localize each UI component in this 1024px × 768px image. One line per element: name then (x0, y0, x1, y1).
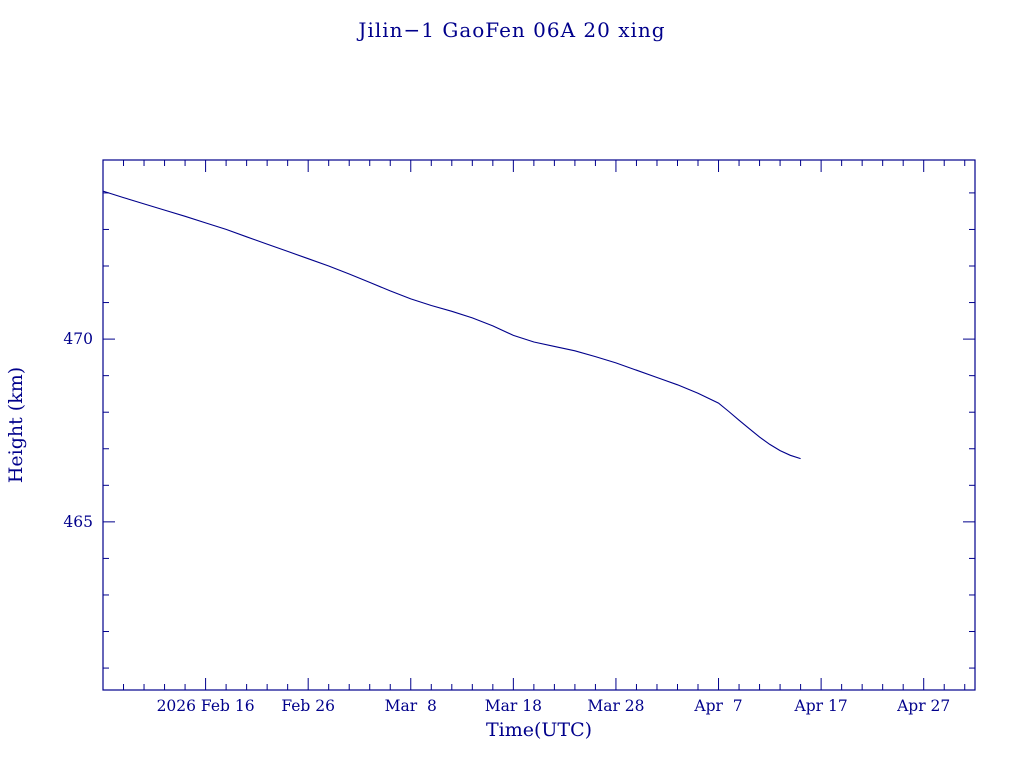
x-tick-label: Feb 26 (281, 697, 335, 715)
x-tick-label: 2026 Feb 16 (157, 697, 255, 715)
y-axis-label: Height (km) (5, 366, 27, 484)
x-tick-label: Mar 8 (385, 697, 437, 715)
x-tick-label: Mar 28 (587, 697, 644, 715)
height-decay-line (102, 190, 801, 460)
plot-frame (102, 159, 976, 691)
chart-title: Jilin−1 GaoFen 06A 20 xing (358, 18, 666, 42)
y-tick-label: 465 (63, 513, 93, 531)
x-tick-label: Mar 18 (485, 697, 542, 715)
y-tick-label: 470 (63, 330, 93, 348)
x-tick-label: Apr 27 (896, 697, 950, 715)
x-tick-label: Apr 17 (794, 697, 848, 715)
x-axis-label: Time(UTC) (485, 719, 593, 741)
x-tick-label: Apr 7 (693, 697, 742, 715)
